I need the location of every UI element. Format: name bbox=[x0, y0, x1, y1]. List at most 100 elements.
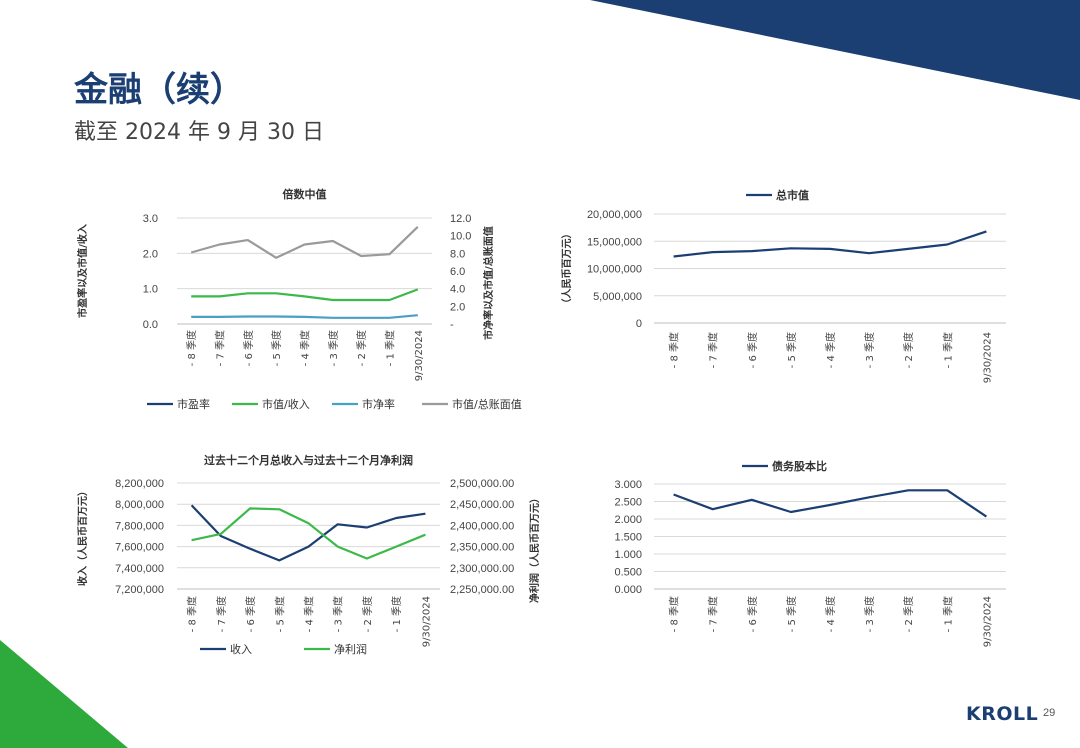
y-tick-label: 7,600,000 bbox=[115, 542, 164, 554]
y-tick-label: 3.0 bbox=[143, 213, 158, 225]
y-tick-label: 0.000 bbox=[614, 584, 642, 596]
x-tick-label: - 6 季度 bbox=[242, 330, 255, 366]
x-tick-label: 9/30/2024 bbox=[421, 596, 432, 647]
chart-title: 过去十二个月总收入与过去十二个月净利润 bbox=[204, 453, 413, 467]
legend-label: 收入 bbox=[230, 642, 252, 656]
x-tick-label: - 3 季度 bbox=[863, 332, 876, 368]
x-tick-label: 9/30/2024 bbox=[414, 330, 425, 381]
y2-axis-label: 净利润（人民币百万元） bbox=[528, 493, 541, 603]
y-tick-label: 7,400,000 bbox=[115, 563, 164, 575]
y-tick-label: 2.500 bbox=[614, 497, 642, 509]
legend-label: 市净率 bbox=[362, 397, 395, 411]
y2-tick-label: 6.0 bbox=[450, 266, 465, 278]
x-tick-label: - 7 季度 bbox=[214, 330, 227, 366]
y2-tick-label: 2,250,000.00 bbox=[450, 584, 514, 596]
y-tick-label: 3.000 bbox=[614, 479, 642, 491]
y2-tick-label: 2,500,000.00 bbox=[450, 478, 514, 490]
x-tick-label: - 3 季度 bbox=[327, 330, 340, 366]
y2-tick-label: 8.0 bbox=[450, 248, 465, 260]
x-tick-label: 9/30/2024 bbox=[982, 596, 993, 647]
legend-label: 市盈率 bbox=[177, 397, 210, 411]
x-tick-label: - 5 季度 bbox=[273, 596, 286, 632]
y2-tick-label: 12.0 bbox=[450, 213, 471, 225]
x-tick-label: - 3 季度 bbox=[332, 596, 345, 632]
page-subtitle: 截至 2024 年 9 月 30 日 bbox=[74, 120, 324, 145]
y-tick-label: 7,200,000 bbox=[115, 584, 164, 596]
x-tick-label: - 5 季度 bbox=[785, 332, 798, 368]
x-tick-label: - 1 季度 bbox=[941, 332, 954, 368]
x-tick-label: - 8 季度 bbox=[186, 596, 199, 632]
x-tick-label: - 7 季度 bbox=[215, 596, 228, 632]
navy-corner-band bbox=[590, 0, 1080, 100]
x-tick-label: - 1 季度 bbox=[390, 596, 403, 632]
kroll-logo: KROLL bbox=[966, 703, 1039, 725]
y-tick-label: 8,200,000 bbox=[115, 478, 164, 490]
y-tick-label: 2.0 bbox=[143, 248, 158, 260]
x-tick-label: - 1 季度 bbox=[384, 330, 397, 366]
x-tick-label: - 3 季度 bbox=[863, 596, 876, 632]
x-tick-label: - 1 季度 bbox=[941, 596, 954, 632]
y2-tick-label: 2,450,000.00 bbox=[450, 499, 514, 511]
y-tick-label: 0.0 bbox=[143, 319, 158, 331]
x-tick-label: - 8 季度 bbox=[185, 330, 198, 366]
series-line-2 bbox=[191, 288, 419, 302]
ttm-revenue-net-income-chart: 过去十二个月总收入与过去十二个月净利润 7,200,000 7,400,000 7,6… bbox=[76, 453, 541, 656]
x-tick-label: - 4 季度 bbox=[303, 596, 316, 632]
x-tick-label: - 5 季度 bbox=[785, 596, 798, 632]
series-line-1 bbox=[673, 230, 987, 258]
x-tick-label: - 4 季度 bbox=[299, 330, 312, 366]
y-tick-label: 20,000,000 bbox=[587, 209, 642, 221]
series-line-3 bbox=[191, 314, 418, 319]
x-tick-label: - 2 季度 bbox=[902, 596, 915, 632]
series-line-1 bbox=[190, 504, 426, 562]
chart-title: 倍数中值 bbox=[283, 187, 327, 201]
x-tick-label: - 5 季度 bbox=[270, 330, 283, 366]
y-axis-label: （人民币百万元） bbox=[560, 229, 573, 309]
y2-tick-label: 4.0 bbox=[450, 284, 465, 296]
legend-label: 总市值 bbox=[776, 188, 809, 202]
series-line-1 bbox=[673, 489, 988, 518]
x-tick-label: - 6 季度 bbox=[244, 596, 257, 632]
y2-tick-label: 2,350,000.00 bbox=[450, 542, 514, 554]
series-line-2 bbox=[191, 507, 426, 560]
y-tick-label: 1.0 bbox=[143, 284, 158, 296]
y-tick-label: 1.000 bbox=[614, 549, 642, 561]
legend-label: 市值/收入 bbox=[262, 397, 310, 411]
y2-tick-label: 2,300,000.00 bbox=[450, 563, 514, 575]
x-tick-label: 9/30/2024 bbox=[982, 332, 993, 383]
page-number: 29 bbox=[1043, 707, 1056, 719]
legend-label: 净利润 bbox=[334, 642, 367, 656]
x-tick-label: - 8 季度 bbox=[668, 596, 681, 632]
series-line-4 bbox=[190, 226, 419, 259]
y-tick-label: 15,000,000 bbox=[587, 236, 642, 248]
total-market-cap-chart: 0 5,000,000 10,000,000 15,000,000 20,000,000… bbox=[560, 188, 1006, 383]
y2-tick-label: 2.0 bbox=[450, 301, 465, 313]
legend-label: 债务股本比 bbox=[772, 459, 827, 473]
x-tick-label: - 8 季度 bbox=[668, 332, 681, 368]
y-tick-label: 8,000,000 bbox=[115, 499, 164, 511]
y-tick-label: 5,000,000 bbox=[593, 291, 642, 303]
page-title: 金融（续） bbox=[74, 70, 244, 110]
median-multiples-chart: 倍数中值 0.0 1.0 2.0 3.0 - 2.0 4.0 6.0 8.0 10.0 12.0 - 8… bbox=[76, 187, 522, 411]
x-tick-label: - 4 季度 bbox=[824, 596, 837, 632]
y2-axis-label: 市净率以及市值/总账面值 bbox=[482, 226, 495, 340]
y-axis-label: 收入（人民币百万元） bbox=[76, 486, 89, 586]
y2-tick-label: 2,400,000.00 bbox=[450, 520, 514, 532]
x-tick-label: - 6 季度 bbox=[746, 596, 759, 632]
x-tick-label: - 6 季度 bbox=[746, 332, 759, 368]
y2-tick-label: 10.0 bbox=[450, 231, 471, 243]
debt-to-equity-chart: 0.000 0.500 1.000 1.500 2.000 2.500 3.000 - 8 季… bbox=[614, 459, 1006, 647]
x-tick-label: - 7 季度 bbox=[707, 332, 720, 368]
x-tick-label: - 2 季度 bbox=[355, 330, 368, 366]
legend-label: 市值/总账面值 bbox=[452, 397, 522, 411]
x-tick-label: - 2 季度 bbox=[361, 596, 374, 632]
y2-tick-label: - bbox=[450, 319, 454, 331]
y-tick-label: 1.500 bbox=[614, 532, 642, 544]
y-tick-label: 2.000 bbox=[614, 514, 642, 526]
green-corner-triangle bbox=[0, 640, 128, 748]
x-tick-label: - 4 季度 bbox=[824, 332, 837, 368]
y-axis-label: 市盈率以及市值/收入 bbox=[76, 224, 89, 318]
y-tick-label: 7,800,000 bbox=[115, 520, 164, 532]
x-tick-label: - 2 季度 bbox=[902, 332, 915, 368]
